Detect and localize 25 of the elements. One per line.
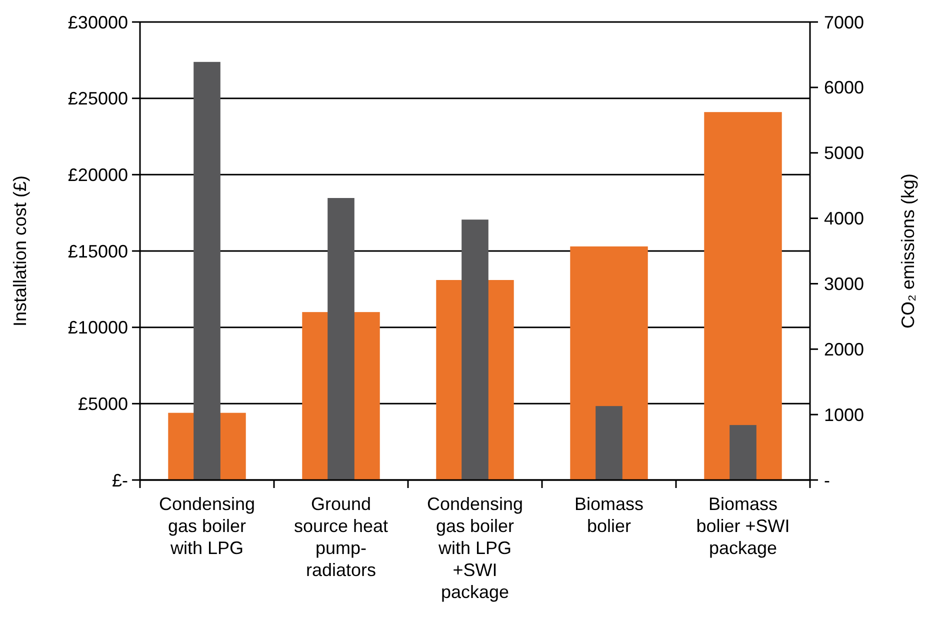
x-tick-label: Condensing gas boiler with LPG [158,494,256,558]
x-tick-label: Ground source heat pump-radiators [294,494,388,580]
y-tick-label: £- [112,470,128,490]
y2-axis-title: CO₂ emissions (kg) [898,173,918,329]
y-axis-title: Installation cost (£) [10,175,30,327]
y2-tick-label: 6000 [824,78,864,98]
y2-tick-label: 4000 [824,208,864,229]
bar [704,112,782,480]
y2-tick-label: 3000 [824,274,864,294]
bar [730,425,756,480]
y2-tick-label: 7000 [824,12,864,32]
y-tick-label: £20000 [68,164,128,185]
x-tick-label: Condensing gas boiler with LPG +SWI package [426,494,524,602]
y-tick-label: £30000 [68,12,128,32]
bar [596,406,622,480]
y-tick-label: £25000 [68,88,128,109]
y2-tick-label: 5000 [824,143,864,164]
y-tick-label: £10000 [68,318,128,338]
x-tick-label: Biomass bolier +SWI package [696,494,790,558]
y-tick-label: £5000 [78,394,128,414]
x-tick-label: Biomass bolier [574,494,644,536]
y2-tick-label: 2000 [824,339,864,360]
y-tick-label: £15000 [68,241,128,262]
y2-tick-label: 1000 [824,404,864,425]
y2-tick-label: - [824,470,830,490]
